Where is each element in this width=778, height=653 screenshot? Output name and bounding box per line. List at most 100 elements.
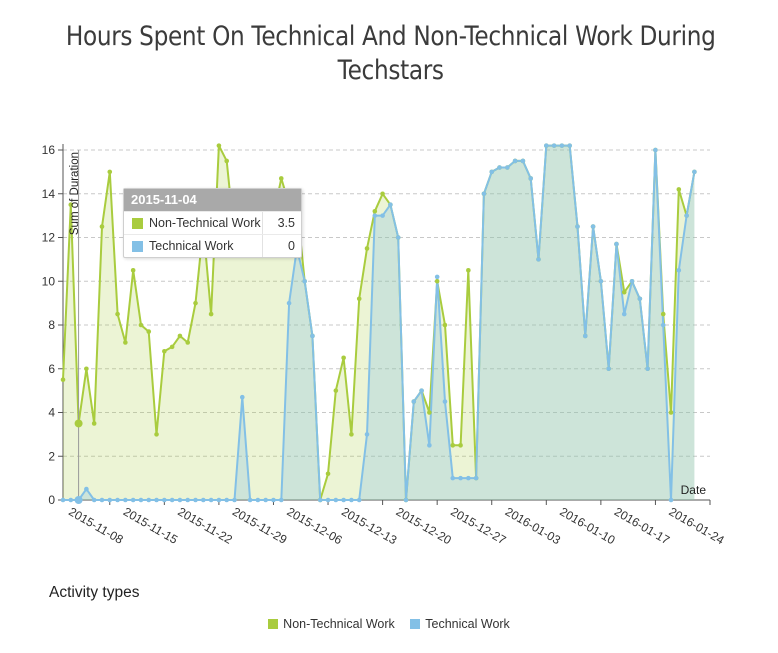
x-tick-label: 2016-01-17 <box>612 504 672 547</box>
technical-point <box>216 497 222 503</box>
legend-item-technical[interactable]: Technical Work <box>410 617 510 631</box>
technical-point <box>676 268 682 273</box>
technical-point <box>185 497 191 503</box>
non-technical-point <box>216 143 222 148</box>
technical-point <box>169 497 175 503</box>
x-tick-label: 2016-01-24 <box>667 504 727 547</box>
technical-point <box>310 333 315 339</box>
x-tick-label: 2015-12-27 <box>448 504 508 547</box>
non-technical-point <box>341 355 346 361</box>
technical-point <box>629 278 635 284</box>
x-tick-label: 2016-01-10 <box>557 504 617 547</box>
technical-point <box>317 497 323 503</box>
non-technical-point <box>372 208 378 214</box>
y-tick-label: 10 <box>42 274 56 288</box>
technical-point <box>193 497 198 503</box>
technical-point <box>434 274 440 280</box>
technical-line <box>63 144 696 501</box>
non-technical-point <box>115 311 120 317</box>
legend-item-non-technical[interactable]: Non-Technical Work <box>268 617 395 631</box>
x-tick-label: 2015-12-13 <box>339 504 399 547</box>
technical-point <box>614 241 619 247</box>
technical-point <box>653 147 658 153</box>
technical-point <box>419 388 424 393</box>
non-technical-point <box>676 187 682 192</box>
x-tick-label: 2015-11-29 <box>230 504 290 547</box>
technical-point <box>668 497 674 503</box>
technical-point <box>489 169 495 175</box>
technical-point <box>544 143 549 148</box>
x-tick-label: 2015-11-15 <box>121 504 181 547</box>
tooltip-swatch-non-technical <box>132 217 143 229</box>
legend-title: Activity types <box>49 584 140 601</box>
non-technical-point <box>208 311 214 317</box>
non-technical-point <box>349 432 354 437</box>
non-technical-point <box>660 311 666 317</box>
non-technical-point <box>99 224 105 229</box>
technical-point <box>239 394 245 400</box>
tooltip-value-non-technical: 3.5 <box>277 216 295 230</box>
technical-point <box>356 497 362 503</box>
legend-label-non-technical: Non-Technical Work <box>283 617 395 631</box>
chart-plot: 02468101214162015-11-082015-11-152015-11… <box>42 143 727 547</box>
y-tick-label: 14 <box>42 187 56 201</box>
technical-point <box>473 475 479 481</box>
technical-point <box>177 497 183 503</box>
non-technical-point <box>146 329 152 334</box>
non-technical-point <box>668 410 674 415</box>
non-technical-point <box>162 348 167 354</box>
non-technical-point <box>224 158 229 164</box>
non-technical-point <box>442 322 448 328</box>
tooltip-label-non-technical: Non-Technical Work <box>149 212 263 234</box>
technical-point <box>590 224 596 229</box>
non-technical-point <box>185 340 191 345</box>
y-tick-label: 4 <box>48 406 55 420</box>
non-technical-point <box>68 202 74 207</box>
technical-point <box>91 497 97 503</box>
technical-point <box>302 278 307 284</box>
tooltip-row-non-technical: Non-Technical Work 3.5 <box>124 211 301 234</box>
technical-point <box>247 497 253 503</box>
technical-point <box>559 143 565 148</box>
technical-point <box>60 497 66 503</box>
technical-point <box>505 165 510 170</box>
technical-point <box>341 497 346 503</box>
y-tick-label: 2 <box>48 449 55 463</box>
technical-point <box>388 202 393 207</box>
tooltip-date: 2015-11-04 <box>124 189 301 211</box>
tooltip-swatch-technical <box>132 240 143 252</box>
technical-point <box>146 497 152 503</box>
technical-point <box>598 278 604 284</box>
technical-point <box>372 213 378 218</box>
non-technical-point <box>427 410 432 415</box>
y-tick-label: 6 <box>48 362 55 376</box>
technical-point <box>130 497 136 503</box>
technical-point <box>520 158 526 164</box>
technical-point <box>271 497 276 503</box>
legend-swatch-non-technical <box>268 619 279 629</box>
non-technical-point <box>60 377 66 382</box>
non-technical-point <box>450 443 456 448</box>
technical-point <box>224 497 229 503</box>
technical-point <box>349 497 354 503</box>
technical-point <box>536 257 541 262</box>
technical-point <box>232 497 237 503</box>
technical-point <box>325 497 331 503</box>
y-tick-label: 0 <box>48 493 55 507</box>
non-technical-hover-point <box>74 419 83 428</box>
technical-point <box>692 169 697 175</box>
technical-point <box>68 497 74 503</box>
non-technical-point <box>193 300 198 306</box>
x-tick-label: 2015-12-20 <box>394 504 454 547</box>
x-axis-label: Date <box>681 483 707 497</box>
non-technical-point <box>91 421 97 426</box>
non-technical-point <box>458 443 463 448</box>
technical-point <box>263 497 268 503</box>
tooltip-label-technical: Technical Work <box>149 235 263 257</box>
legend: Non-Technical Work Technical Work <box>0 617 778 632</box>
technical-area <box>63 145 695 500</box>
technical-point <box>481 191 487 197</box>
non-technical-point <box>84 366 89 372</box>
non-technical-point <box>325 471 331 477</box>
y-axis-label: Sum of Duration <box>69 152 81 235</box>
